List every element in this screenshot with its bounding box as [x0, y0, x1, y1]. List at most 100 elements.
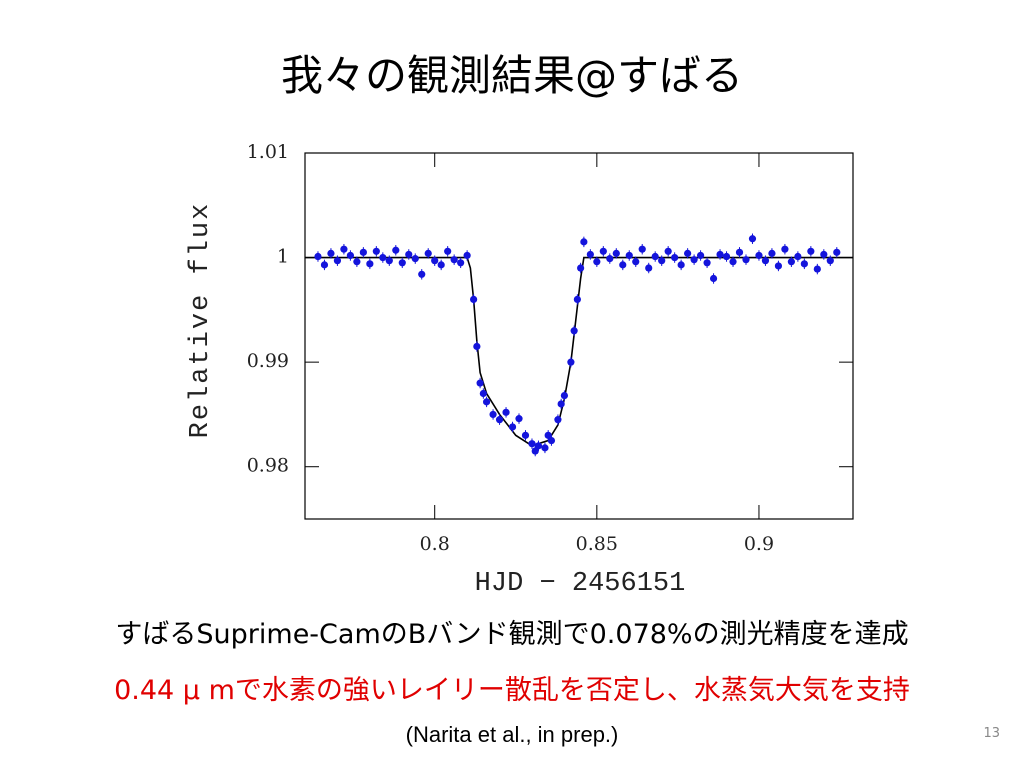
data-point [645, 264, 653, 272]
x-tick-label: 0.9 [744, 533, 774, 555]
data-point [826, 257, 834, 265]
data-point [570, 327, 578, 335]
data-point [807, 247, 815, 255]
data-point [684, 249, 692, 257]
data-point [671, 253, 679, 262]
data-point [748, 235, 757, 243]
data-point [729, 258, 737, 266]
data-point [544, 431, 552, 439]
x-tick-label: 0.85 [576, 533, 618, 555]
data-point [372, 247, 380, 255]
data-point [735, 248, 744, 256]
data-point [577, 264, 585, 272]
y-tick-label: 1 [277, 246, 289, 268]
data-point [820, 250, 828, 259]
data-point [346, 251, 354, 260]
data-point [781, 245, 789, 253]
data-point [450, 256, 458, 264]
data-point [385, 257, 393, 265]
data-point [379, 253, 387, 262]
data-point [599, 247, 607, 255]
data-point [333, 257, 342, 265]
data-point [800, 260, 808, 268]
x-tick-label: 0.8 [420, 533, 450, 555]
data-point [541, 444, 549, 452]
data-point [340, 245, 348, 253]
data-point [703, 259, 711, 267]
data-point [593, 258, 601, 266]
data-point [722, 252, 731, 261]
body-line-red: 0.44 μ mで水素の強いレイリー散乱を否定し、水蒸気大気を支持 [114, 675, 910, 706]
data-point [696, 251, 705, 260]
data-point [359, 248, 367, 256]
y-tick-label: 0.99 [247, 350, 289, 372]
data-point [392, 246, 400, 254]
data-point [557, 400, 565, 408]
data-point [794, 252, 802, 261]
x-axis-label: HJD − 2456151 [475, 569, 686, 599]
data-point [320, 261, 329, 269]
data-point [716, 250, 724, 259]
data-point [515, 415, 523, 423]
data-point [528, 440, 536, 448]
y-tick-label: 1.01 [247, 141, 289, 163]
data-point [709, 274, 718, 283]
chart: HJD − 2456151 Relative flux 0.98 0.99 1 1.0… [186, 141, 854, 599]
plot-frame [304, 152, 854, 520]
model-line [305, 256, 853, 447]
data-point [690, 256, 698, 264]
data-point [444, 247, 452, 255]
data-point [612, 249, 620, 257]
data-point [768, 249, 776, 257]
data-point [813, 265, 821, 273]
data-point [482, 398, 491, 406]
y-axis-label: Relative flux [186, 202, 216, 439]
data-point [353, 258, 361, 266]
data-point [531, 447, 539, 455]
body-line: すばるSuprime-CamのBバンド観測で0.078%の測光精度を達成 [115, 619, 909, 650]
data-point [787, 258, 795, 266]
page-number: 13 [983, 726, 1000, 741]
data-point [508, 423, 517, 431]
data-point [761, 257, 770, 265]
data-point [437, 261, 445, 269]
data-point [586, 250, 594, 259]
data-point [658, 257, 666, 265]
data-point [457, 259, 465, 267]
data-point [411, 255, 419, 263]
data-point [742, 256, 750, 264]
data-point [473, 342, 481, 351]
data-point [755, 251, 763, 260]
data-point [554, 416, 562, 424]
data-point [625, 251, 633, 260]
data-point [489, 410, 497, 419]
slide-title: 我々の観測結果@すばる [280, 51, 743, 100]
data-point [774, 262, 783, 270]
data-point [424, 249, 432, 257]
y-tick-label: 0.98 [247, 455, 289, 477]
data-point [534, 442, 543, 450]
data-point [677, 261, 685, 269]
data-point [476, 379, 484, 387]
data-point [418, 270, 426, 278]
data-point [495, 416, 504, 424]
data-point [479, 389, 487, 398]
data-point [560, 392, 569, 400]
citation: (Narita et al., in prep.) [405, 722, 619, 747]
data-point [567, 358, 575, 366]
data-point [366, 260, 374, 268]
data-point [463, 251, 471, 260]
data-point [314, 252, 322, 261]
data-point [651, 252, 659, 261]
data-point [619, 261, 627, 269]
data-point [833, 248, 841, 256]
data-point [431, 257, 439, 265]
data-point [632, 258, 640, 266]
data-point [573, 295, 581, 303]
data-point [547, 436, 556, 445]
data-point [398, 259, 406, 267]
data-point [580, 238, 588, 246]
data-point [470, 295, 478, 303]
data-point [606, 255, 614, 263]
